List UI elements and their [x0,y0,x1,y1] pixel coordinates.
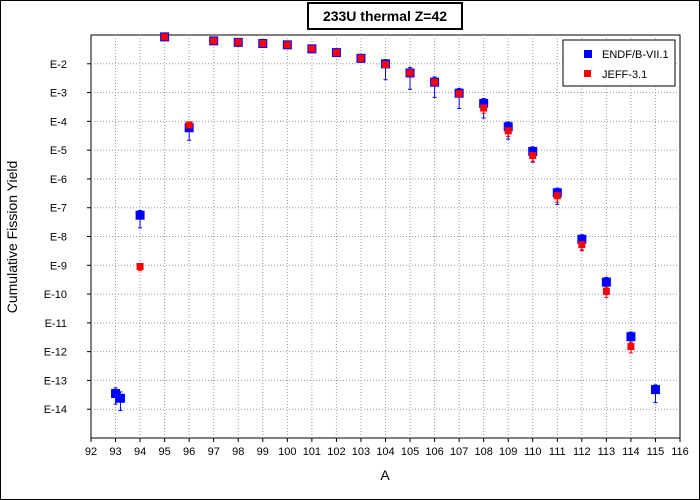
y-tick-label: E-4 [50,116,67,128]
jeff-point [602,287,610,295]
jeff-point [578,241,586,249]
x-tick-label: 108 [474,446,492,458]
y-tick-label: E-13 [44,375,67,387]
endf-point [135,210,145,220]
jeff-point [136,262,144,270]
endf-point [626,332,636,342]
x-tick-label: 97 [208,446,220,458]
jeff-point [185,121,193,129]
legend-marker-jeff [584,70,591,77]
x-tick-label: 105 [401,446,419,458]
title-box [307,2,463,30]
x-tick-label: 101 [303,446,321,458]
x-tick-label: 104 [376,446,394,458]
y-tick-label: E-2 [50,59,67,71]
x-tick-label: 113 [598,446,616,458]
x-tick-label: 116 [671,446,689,458]
jeff-point [308,45,316,53]
y-tick-label: E-3 [50,88,67,100]
endf-point [601,277,611,287]
jeff-point [480,104,488,112]
x-tick-label: 106 [425,446,443,458]
jeff-point [357,54,365,62]
y-tick-label: E-6 [50,174,67,186]
jeff-point [455,90,463,98]
y-tick-label: E-10 [44,289,67,301]
x-tick-label: 96 [183,446,195,458]
jeff-point [234,38,242,46]
endf-point [115,393,125,403]
y-tick-label: E-11 [45,318,67,330]
y-tick-label: E-8 [50,232,67,244]
x-tick-label: 95 [159,446,171,458]
jeff-point [259,40,267,48]
x-tick-label: 107 [450,446,468,458]
y-tick-label: E-5 [50,145,67,157]
endf-point [577,234,587,244]
x-tick-label: 110 [524,446,542,458]
jeff-point [529,152,537,160]
x-tick-label: 99 [257,446,269,458]
chart-title: 233U thermal Z=42 [323,8,447,24]
jeff-point [504,127,512,135]
jeff-point [627,343,635,351]
y-tick-label: E-14 [44,404,67,416]
jeff-point [283,41,291,49]
x-tick-label: 115 [647,446,665,458]
jeff-point [406,69,414,77]
x-tick-label: 114 [622,446,640,458]
legend-box [562,39,676,87]
jeff-point [210,37,218,45]
legend-label-endf: ENDF/B-VII.1 [602,49,669,61]
legend: ENDF/B-VII.1 JEFF-3.1 [562,39,676,87]
y-axis-title: Cumulative Fission Yield [4,161,20,314]
jeff-point [553,192,561,200]
endf-point [528,146,538,156]
endf-point [111,389,121,399]
y-tick-label: E-12 [44,347,67,359]
x-tick-label: 92 [85,446,97,458]
x-tick-label: 112 [573,446,591,458]
legend-marker-endf [584,50,592,58]
y-axis: E-2 E-3 E-4 E-5 E-6 E-7 E-8 E-9 E-10 E-11 E-12 E-13… [44,59,91,416]
x-tick-label: 98 [232,446,244,458]
x-axis-title: A [380,467,390,483]
jeff-point [332,49,340,57]
data-markers [111,32,660,403]
x-axis: 92 93 94 95 96 97 98 99 100 101 102 103 104 105 106 107… [85,438,689,458]
x-tick-label: 111 [549,446,566,458]
jeff-point [431,78,439,86]
endf-point [503,122,513,132]
x-tick-label: 109 [499,446,517,458]
jeff-point [382,60,389,68]
x-tick-label: 102 [327,446,345,458]
x-tick-label: 93 [109,446,121,458]
legend-label-jeff: JEFF-3.1 [602,69,647,81]
endf-point [650,385,660,395]
x-tick-label: 103 [352,446,370,458]
x-tick-label: 94 [134,446,146,458]
x-tick-label: 100 [278,446,296,458]
endf-point [479,98,489,108]
y-tick-label: E-7 [50,203,67,215]
jeff-point [161,33,169,41]
y-tick-label: E-9 [50,260,67,272]
